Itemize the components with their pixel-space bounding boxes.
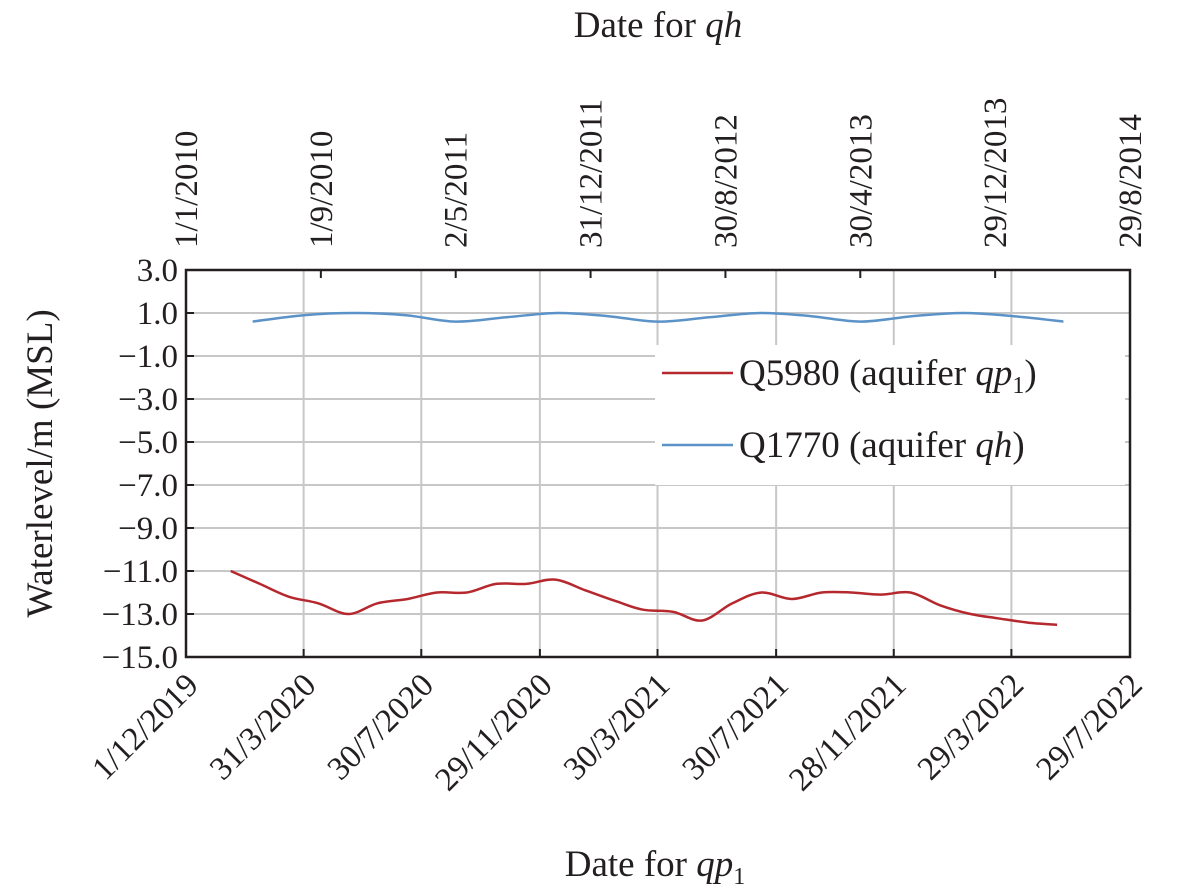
top-tick-label: 29/8/2014 [1113, 114, 1149, 248]
y-tick-label: −7.0 [118, 468, 178, 504]
bottom-tick-label: 29/7/2022 [1030, 667, 1150, 787]
y-axis-ticks: 3.0 1.0 −1.0 −3.0 −5.0 −7.0 −9.0 −11.0 −13.0 −15.… [102, 253, 194, 676]
bottom-tick-label: 29/11/2020 [429, 667, 560, 798]
bottom-tick-label: 30/3/2021 [557, 667, 677, 787]
legend: Q5980 (aquifer qp1) Q1770 (aquifer qh) [662, 353, 1037, 466]
y-tick-label: 3.0 [137, 253, 178, 289]
y-tick-label: −15.0 [102, 640, 178, 676]
y-tick-label: −13.0 [102, 597, 178, 633]
series-lines [230, 311, 1064, 627]
top-axis-title: Date for qh [574, 5, 743, 46]
bottom-tick-label: 1/12/2019 [86, 667, 206, 787]
top-tick-label: 2/5/2011 [439, 132, 475, 248]
top-tick-label: 1/9/2010 [304, 131, 340, 248]
top-axis-ticks: 1/1/2010 1/9/2010 2/5/2011 31/12/2011 30/8/2… [169, 98, 1149, 278]
bottom-axis-ticks: 1/12/201931/3/202030/7/202029/11/202030/… [86, 649, 1150, 798]
y-tick-label: −9.0 [118, 511, 178, 547]
legend-label-0: Q5980 (aquifer qp1) [739, 353, 1037, 399]
bottom-axis-title: Date for qp1 [565, 844, 746, 890]
y-tick-label: 1.0 [137, 296, 178, 332]
bottom-tick-label: 30/7/2021 [676, 667, 796, 787]
y-tick-label: −5.0 [118, 425, 178, 461]
y-tick-label: −11.0 [103, 554, 178, 590]
top-tick-label: 31/12/2011 [574, 99, 610, 248]
series-line-1 [252, 311, 1064, 323]
top-tick-label: 30/8/2012 [708, 114, 744, 248]
y-tick-label: −1.0 [118, 339, 178, 375]
series-line-0 [230, 569, 1058, 627]
top-tick-label: 1/1/2010 [169, 131, 205, 248]
bottom-tick-label: 29/3/2022 [911, 667, 1031, 787]
axis-titles: Date for qh Date for qp1 Waterlevel/m (MSL… [20, 5, 745, 890]
bottom-tick-label: 28/11/2021 [783, 667, 914, 798]
legend-label-1: Q1770 (aquifer qh) [739, 425, 1025, 466]
top-tick-label: 29/12/2013 [978, 98, 1014, 248]
y-axis-title: Waterlevel/m (MSL) [20, 309, 61, 617]
bottom-tick-label: 30/7/2020 [321, 667, 441, 787]
top-tick-label: 30/4/2013 [843, 114, 879, 248]
bottom-tick-label: 31/3/2020 [203, 667, 323, 787]
y-tick-label: −3.0 [118, 382, 178, 418]
legend-box [655, 345, 1125, 485]
